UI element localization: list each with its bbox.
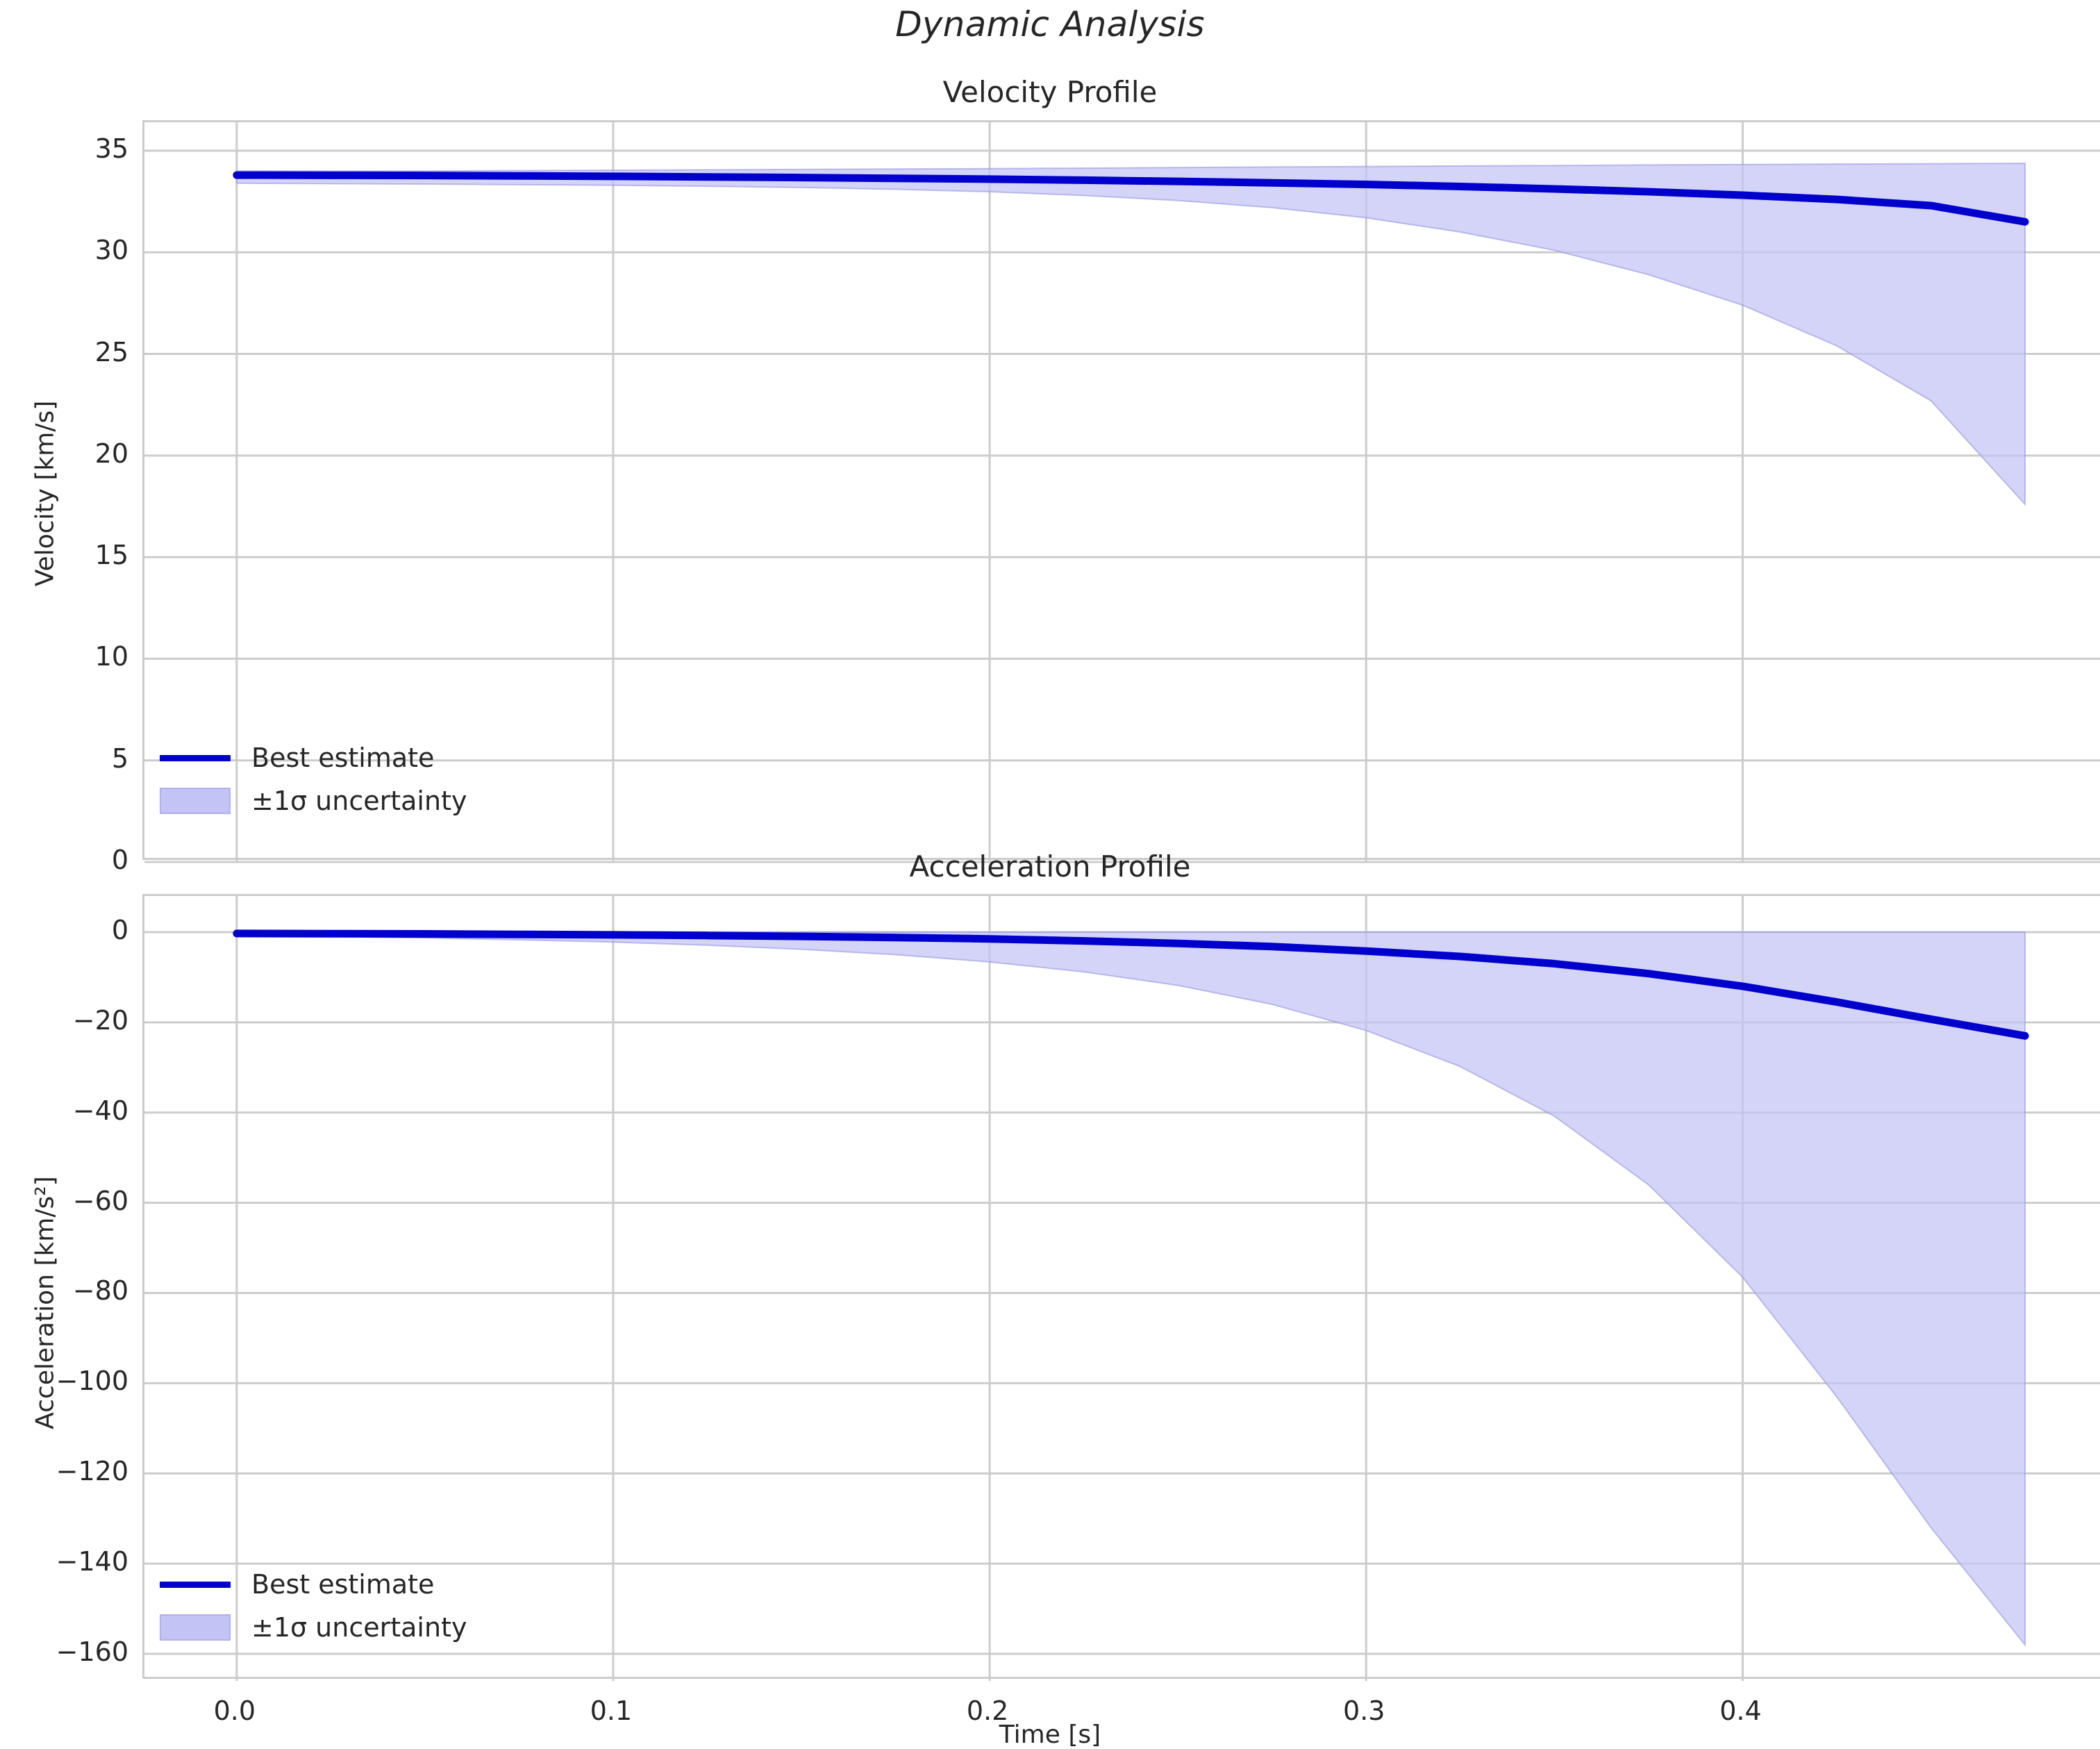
acceleration-profile-x-tick-label: 0.4 (1719, 1696, 1762, 1726)
velocity-panel-title: Velocity Profile (942, 75, 1158, 109)
velocity-profile-y-tick-label: 0 (111, 845, 128, 875)
legend-row-best-estimate: Best estimate (154, 1563, 467, 1606)
x-axis-label: Time [s] (999, 1721, 1101, 1749)
acceleration-plot-svg (144, 896, 2100, 1681)
velocity-profile-y-tick-label: 10 (94, 641, 128, 672)
acceleration-profile-x-tick-label: 0.3 (1343, 1696, 1385, 1726)
legend-label-best-estimate: Best estimate (251, 1569, 435, 1600)
legend-row-best-estimate: Best estimate (154, 736, 467, 779)
velocity-profile-y-tick-label: 5 (111, 743, 128, 774)
acceleration-profile-y-tick-label: −40 (72, 1095, 128, 1126)
acceleration-profile-y-tick-label: −140 (56, 1546, 128, 1577)
figure-canvas: Dynamic Analysis Velocity Profile Veloci… (0, 4, 2100, 1749)
velocity-profile-y-tick-label: 35 (94, 133, 128, 164)
legend-row-uncertainty: ±1σ uncertainty (154, 1606, 467, 1649)
solid-line-swatch-icon (154, 742, 236, 774)
legend-row-uncertainty: ±1σ uncertainty (154, 779, 467, 822)
legend-label-uncertainty: ±1σ uncertainty (251, 1612, 467, 1643)
panel-acceleration: Acceleration Profile Acceleration [km/s²… (0, 849, 2100, 1749)
acceleration-profile-y-tick-label: −160 (56, 1636, 128, 1668)
filled-rectangle-swatch-icon (154, 1611, 236, 1643)
acceleration-profile-x-tick-label: 0.0 (213, 1696, 256, 1726)
acceleration-legend: Best estimate ±1σ uncertainty (154, 1563, 467, 1649)
acceleration-profile-y-tick-label: 0 (111, 914, 128, 945)
acceleration-profile-x-tick-label: 0.2 (966, 1696, 1009, 1726)
solid-line-swatch-icon (154, 1568, 236, 1600)
panel-velocity: Velocity Profile Velocity [km/s] Best es… (0, 42, 2100, 875)
velocity-profile-y-tick-label: 25 (94, 336, 128, 367)
velocity-legend: Best estimate ±1σ uncertainty (154, 736, 467, 822)
acceleration-profile-y-tick-label: −100 (56, 1366, 128, 1397)
filled-rectangle-swatch-icon (154, 785, 236, 817)
velocity-profile-y-tick-label: 20 (94, 438, 128, 469)
legend-label-best-estimate: Best estimate (251, 743, 435, 773)
figure-suptitle: Dynamic Analysis (895, 4, 1205, 44)
velocity-profile-y-tick-label: 15 (94, 540, 128, 571)
acceleration-profile-y-tick-label: −20 (72, 1004, 128, 1036)
acceleration-axes[interactable] (142, 894, 2100, 1681)
velocity-profile-y-tick-label: 30 (94, 235, 128, 266)
legend-label-uncertainty: ±1σ uncertainty (251, 786, 467, 816)
acceleration-panel-title: Acceleration Profile (909, 849, 1191, 884)
acceleration-profile-y-tick-label: −80 (72, 1275, 128, 1307)
acceleration-profile-y-tick-label: −120 (56, 1456, 128, 1487)
velocity-y-axis-label: Velocity [km/s] (31, 400, 60, 587)
acceleration-profile-y-tick-label: −60 (72, 1185, 128, 1216)
acceleration-profile-x-tick-label: 0.1 (590, 1696, 633, 1726)
velocity-plot-svg (144, 122, 2100, 863)
velocity-axes[interactable] (142, 120, 2100, 863)
